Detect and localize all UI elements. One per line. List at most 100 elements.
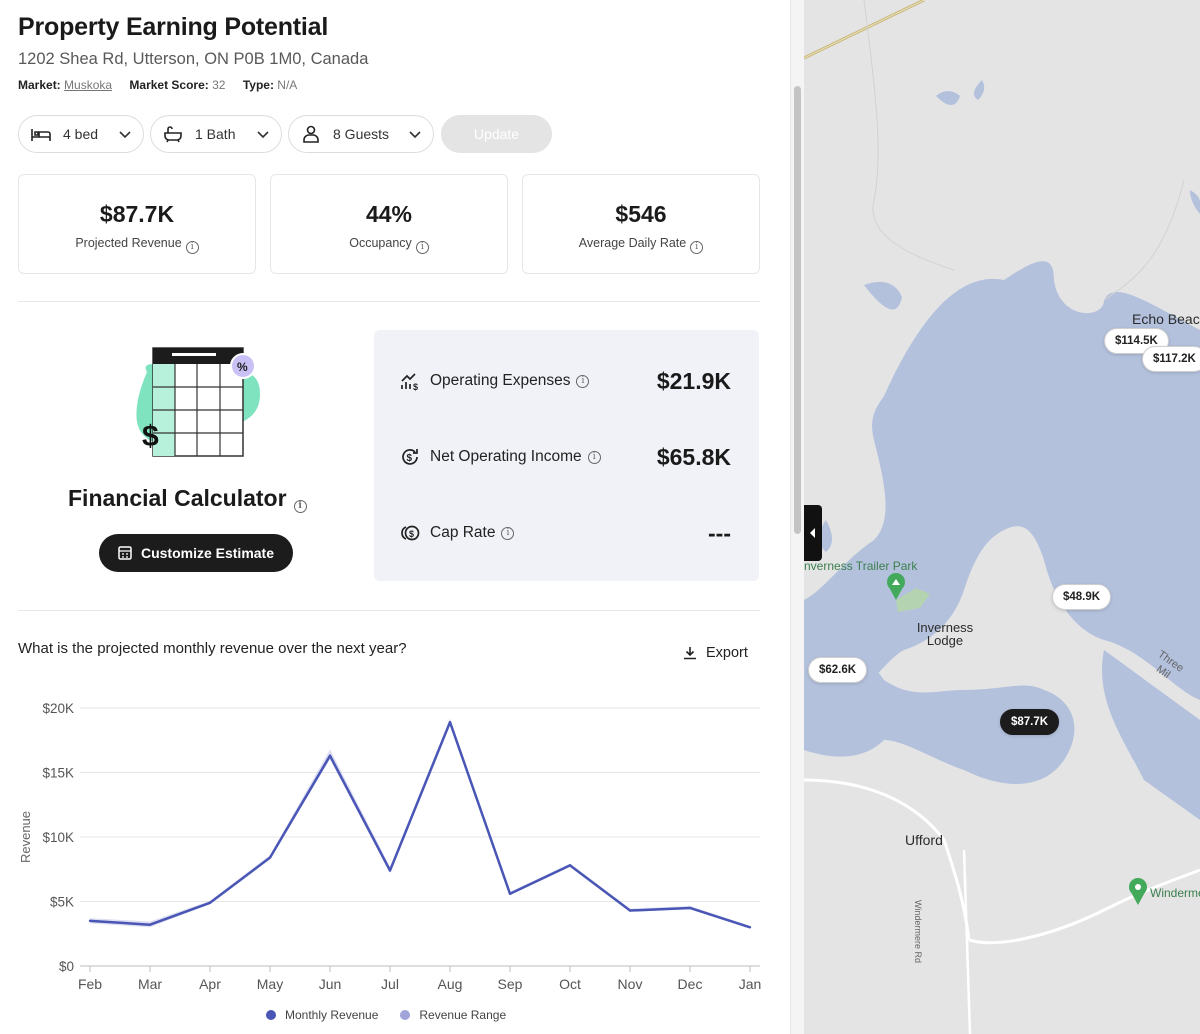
market-score-value: 32 (212, 78, 226, 92)
dollar-cycle-icon: $ (402, 449, 418, 465)
legend-label-range[interactable]: Revenue Range (419, 1008, 507, 1022)
customize-estimate-button[interactable]: Customize Estimate (99, 534, 293, 572)
legend-swatch-monthly (266, 1010, 276, 1020)
x-tick-label: Nov (618, 976, 643, 992)
chevron-left-icon (810, 528, 815, 538)
bed-select[interactable]: 4 bed (18, 115, 144, 153)
data-point (388, 869, 392, 872)
type-value: N/A (277, 78, 298, 92)
map-label: Echo Beac (1132, 311, 1200, 327)
calculator-illustration: $ % (136, 347, 260, 457)
guests-select[interactable]: 8 Guests (288, 115, 434, 153)
expense-label: Cap Rate (430, 524, 496, 541)
map-view[interactable]: Echo Beac nverness Trailer Park Invernes… (804, 0, 1200, 1034)
chevron-down-icon (409, 131, 421, 139)
svg-text:$: $ (142, 420, 159, 453)
info-icon[interactable]: i (576, 374, 590, 388)
bath-select[interactable]: 1 Bath (150, 115, 282, 153)
map-label: Winderme (1150, 886, 1200, 900)
bathtub-icon (163, 124, 183, 144)
x-tick-label: Mar (138, 976, 162, 992)
expense-value: $21.9K (656, 367, 731, 394)
expense-label: Operating Expenses (430, 372, 571, 389)
price-pin[interactable]: $62.6K (808, 657, 868, 683)
monthly-revenue-line (89, 720, 751, 929)
svg-text:$: $ (407, 453, 413, 464)
x-tick-label: May (257, 976, 283, 992)
data-point (568, 864, 572, 867)
calculator-icon (118, 546, 132, 560)
data-point (628, 909, 632, 912)
y-tick-label: $0 (59, 959, 74, 974)
info-icon[interactable]: i (587, 450, 601, 464)
expense-row-noi: $ Net Operating Income i $65.8K (400, 442, 731, 472)
chart-question: What is the projected monthly revenue ov… (18, 640, 407, 657)
info-icon[interactable]: i (415, 241, 429, 254)
stat-value: $546 (615, 201, 667, 227)
guests-value: 8 Guests (333, 126, 390, 142)
map-label: Windermere Rd (913, 900, 923, 964)
expense-row-operating: $ Operating Expenses i $21.9K (400, 366, 731, 396)
price-pin[interactable]: $117.2K (1142, 346, 1200, 372)
x-tick-label: Jun (319, 976, 342, 992)
expense-summary: $ Operating Expenses i $21.9K $ Net Opera… (374, 330, 759, 581)
stat-card-revenue: $87.7K Projected Revenue i (18, 174, 256, 274)
data-point (88, 919, 92, 923)
page-title: Property Earning Potential (18, 13, 329, 41)
collapse-map-button[interactable] (804, 505, 822, 561)
data-point (748, 926, 752, 929)
legend-swatch-range (400, 1010, 411, 1020)
download-icon (684, 647, 696, 660)
chart-legend: Monthly Revenue Revenue Range (266, 1008, 506, 1022)
svg-text:%: % (237, 360, 248, 374)
data-point (508, 892, 512, 895)
chart-up-dollar-icon: $ (401, 373, 418, 391)
data-point (148, 923, 152, 926)
data-point (448, 720, 452, 724)
price-pin[interactable]: $48.9K (1052, 584, 1112, 610)
info-icon[interactable]: i (690, 241, 704, 254)
bath-value: 1 Bath (195, 126, 236, 142)
scrollbar-thumb[interactable] (794, 86, 801, 534)
stat-value: 44% (365, 201, 413, 227)
price-pin[interactable]: $114.5K (1104, 328, 1169, 354)
person-icon (301, 124, 321, 144)
stat-label: Projected Revenue (75, 236, 182, 250)
stat-card-adr: $546 Average Daily Rate i (522, 174, 760, 274)
type-label: Type: (242, 78, 274, 92)
data-point (208, 901, 212, 904)
export-button[interactable]: Export (683, 645, 748, 661)
update-button[interactable]: Update (441, 115, 552, 153)
info-icon[interactable]: i (501, 526, 515, 540)
expense-row-cap-rate: $ Cap Rate i --- (400, 518, 731, 548)
property-address: 1202 Shea Rd, Utterson, ON P0B 1M0, Cana… (18, 50, 369, 68)
map-label: Inverness Lodge (916, 620, 974, 648)
market-link[interactable]: Muskoka (64, 78, 113, 92)
price-pin-selected[interactable]: $87.7K (1000, 709, 1060, 735)
coins-icon: $ (401, 525, 420, 541)
bed-icon (31, 124, 51, 144)
y-tick-label: $20K (42, 701, 74, 716)
x-tick-label: Jan (739, 976, 762, 992)
customize-estimate-label: Customize Estimate (140, 545, 275, 561)
monthly-revenue-chart: $0 $5K $10K $15K $20K Feb Mar Apr May Jun Jul Aug Se… (18, 701, 762, 992)
stat-value: $87.7K (99, 201, 175, 227)
x-tick-label: Jul (381, 976, 399, 992)
info-icon[interactable]: i (185, 241, 199, 254)
data-point (688, 906, 692, 910)
map-label: nverness Trailer Park (804, 559, 918, 573)
property-panel: Property Earning Potential 1202 Shea Rd,… (18, 13, 762, 1022)
x-tick-label: Sep (498, 976, 523, 992)
y-tick-label: $5K (50, 895, 74, 910)
market-label: Market: (18, 78, 61, 92)
map-label: Ufford (905, 832, 943, 848)
expense-value: $65.8K (656, 443, 731, 470)
expense-value: --- (708, 519, 731, 546)
info-icon[interactable]: i (293, 500, 307, 513)
x-tick-label: Feb (78, 976, 102, 992)
legend-label-monthly[interactable]: Monthly Revenue (285, 1008, 379, 1022)
calculator-title: Financial Calculator i (68, 485, 307, 513)
y-axis-label: Revenue (18, 811, 33, 863)
scrollbar[interactable] (790, 0, 804, 1034)
stat-card-occupancy: 44% Occupancy i (270, 174, 508, 274)
